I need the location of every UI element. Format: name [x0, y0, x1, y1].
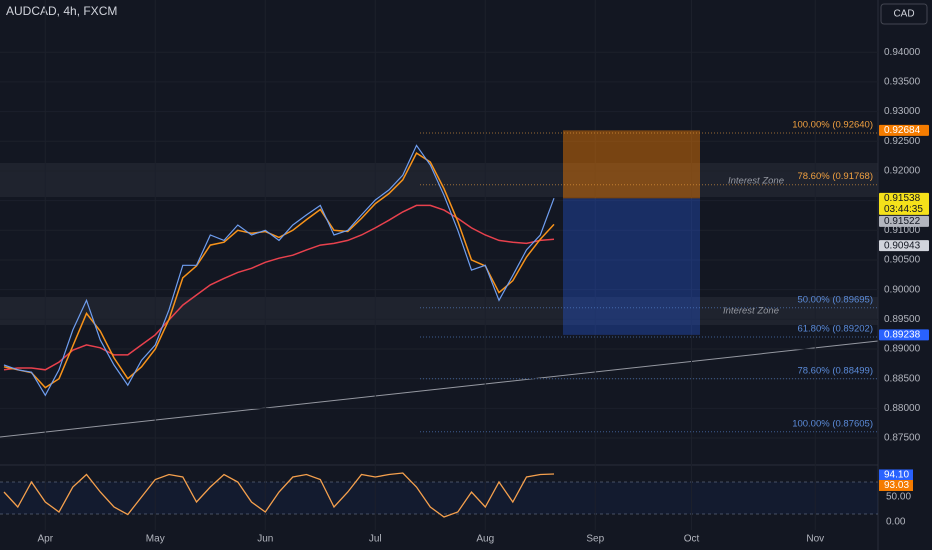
- price-tag-label: 0.89238: [884, 330, 921, 341]
- chart-title: AUDCAD, 4h, FXCM: [6, 4, 117, 18]
- x-tick-label: May: [146, 534, 165, 545]
- x-tick-label: Oct: [684, 534, 700, 545]
- price-tag: [879, 329, 929, 341]
- y-tick-label: 0.90500: [884, 255, 921, 266]
- position-loss: [563, 198, 700, 335]
- price-tag-label: 0.91522: [884, 216, 921, 227]
- y-tick-label: 0.93500: [884, 77, 921, 88]
- price-tag-label: 0.91538: [884, 193, 921, 204]
- y-tick-label: 0.92500: [884, 136, 921, 147]
- series-line: [3, 204, 555, 371]
- y-tick-label: 0.89000: [884, 344, 921, 355]
- stoch-tag: [879, 479, 913, 491]
- y-tick-label: 0.92000: [884, 166, 921, 177]
- stoch-line: [3, 472, 555, 518]
- x-tick-label: Aug: [476, 534, 494, 545]
- currency-button[interactable]: [880, 3, 928, 25]
- fib-label: 78.60% (0.88499): [797, 365, 873, 376]
- stoch-tag-label: 93.03: [884, 480, 909, 491]
- x-tick-label: Jun: [257, 534, 273, 545]
- zone-label: Interest Zone: [723, 306, 779, 317]
- fib-label: 78.60% (0.91768): [797, 171, 873, 182]
- price-tag-label: 0.92684: [884, 125, 921, 136]
- y-tick-label: 0.94000: [884, 47, 921, 58]
- stoch-tag: [879, 469, 913, 481]
- x-tick-label: Jul: [369, 534, 382, 545]
- stoch-tick-label: 0.00: [886, 517, 906, 528]
- y-tick-label: 0.88000: [884, 403, 921, 414]
- x-tick-label: Sep: [586, 534, 604, 545]
- series-line: [3, 144, 555, 397]
- position-profit: [563, 130, 700, 199]
- stoch-band: [0, 482, 878, 514]
- trend-line: [0, 340, 879, 438]
- fib-label: 61.80% (0.89202): [797, 324, 873, 335]
- fib-label: 100.00% (0.87605): [792, 418, 873, 429]
- x-tick-label: Apr: [37, 534, 53, 545]
- y-tick-label: 0.88500: [884, 373, 921, 384]
- currency-label[interactable]: CAD: [893, 9, 914, 20]
- y-tick-label: 0.89500: [884, 314, 921, 325]
- stoch-tick-label: 50.00: [886, 492, 911, 503]
- countdown-label: 03:44:35: [884, 204, 923, 215]
- y-tick-label: 0.90000: [884, 284, 921, 295]
- y-tick-label: 0.93000: [884, 106, 921, 117]
- price-tag: [879, 240, 929, 252]
- x-tick-label: Nov: [806, 534, 824, 545]
- price-tag: [879, 124, 929, 136]
- stoch-tag-label: 94.10: [884, 470, 909, 481]
- price-tag: [879, 215, 929, 227]
- fib-label: 100.00% (0.92640): [792, 119, 873, 130]
- zone-label: Interest Zone: [728, 176, 784, 187]
- y-tick-label: 0.91000: [884, 225, 921, 236]
- y-tick-label: 0.87500: [884, 433, 921, 444]
- price-tag-label: 0.90943: [884, 240, 921, 251]
- interest-zone-band: [0, 297, 878, 325]
- fib-label: 50.00% (0.89695): [797, 294, 873, 305]
- price-tag: [879, 192, 929, 215]
